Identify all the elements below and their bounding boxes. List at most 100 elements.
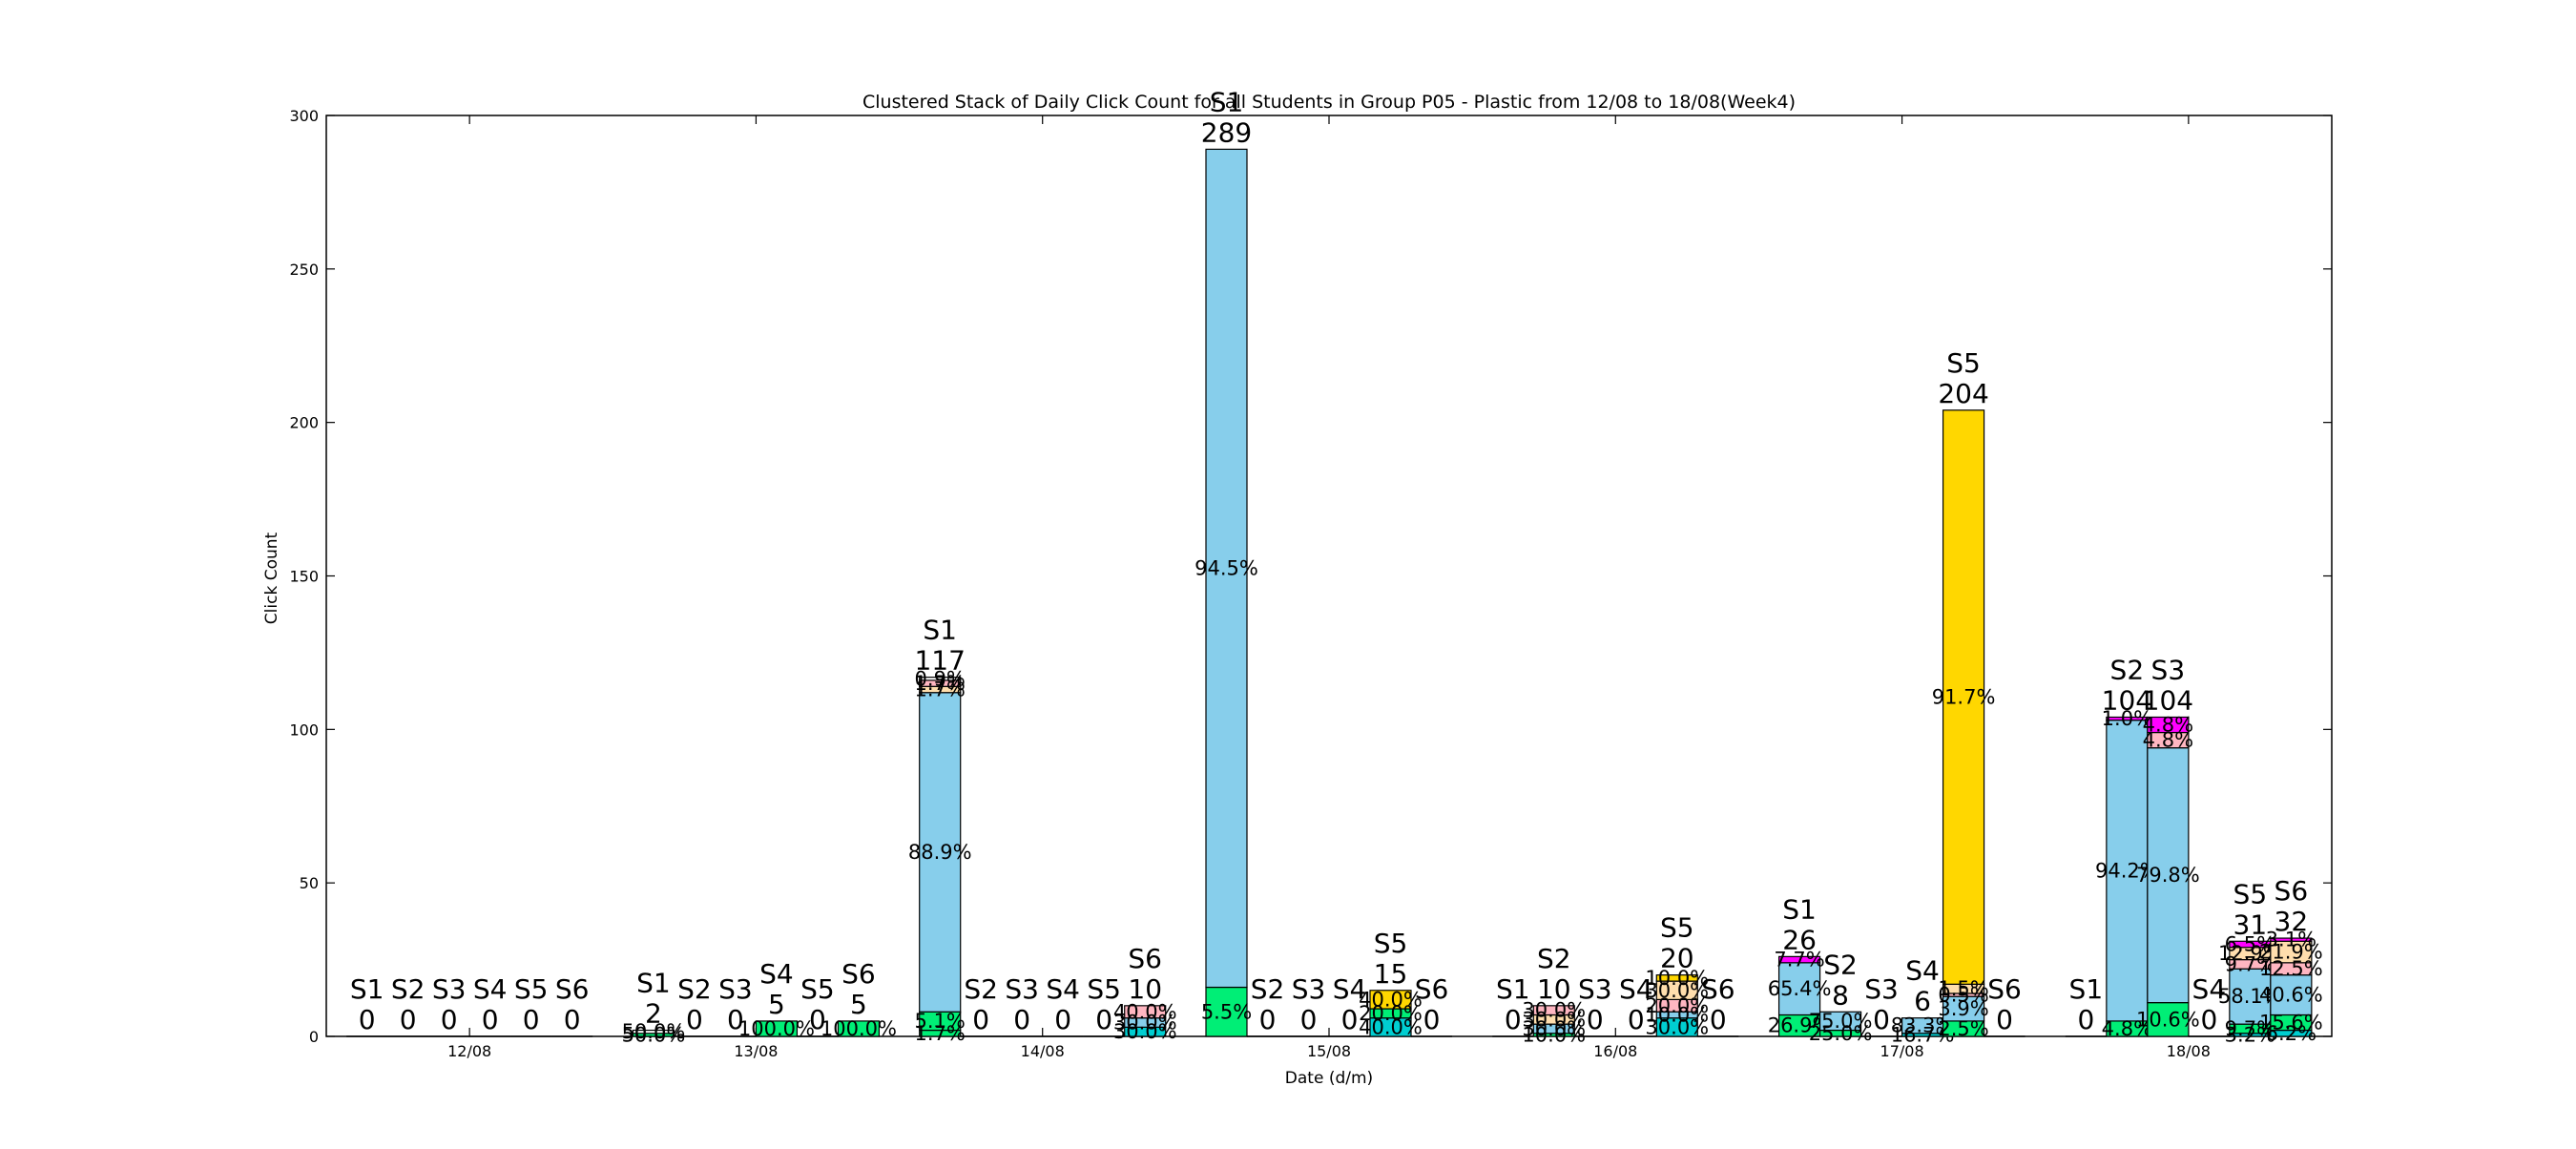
segment-percent-label: 100.0% bbox=[821, 1017, 897, 1040]
segment-percent-label: 5.5% bbox=[1201, 1000, 1252, 1023]
bar-student-label: S6 bbox=[555, 973, 590, 1005]
x-tick-label: 13/08 bbox=[734, 1042, 778, 1060]
y-tick-label: 50 bbox=[300, 874, 319, 892]
segment-percent-label: 0.5% bbox=[1938, 984, 1988, 1007]
bar-student-label: S6 bbox=[1415, 973, 1449, 1005]
bar-student-label: S1 bbox=[923, 615, 957, 646]
bar-student-label: S4 bbox=[1619, 973, 1653, 1005]
bar-total-label: 0 bbox=[1505, 1004, 1522, 1035]
bar-student-label: S6 bbox=[2275, 875, 2309, 907]
y-tick-label: 100 bbox=[289, 721, 319, 739]
bar-total-label: 2 bbox=[645, 998, 662, 1030]
bar-student-label: S3 bbox=[1292, 973, 1326, 1005]
bar-segment bbox=[1205, 986, 1248, 1037]
segment-percent-label: 30.0% bbox=[1645, 1015, 1709, 1038]
bar-total-label: 0 bbox=[1996, 1004, 2013, 1035]
segment-percent-label: 1.0% bbox=[2102, 707, 2152, 730]
bar-total-label: 10 bbox=[1537, 973, 1571, 1005]
bar-segment bbox=[1942, 995, 1985, 1022]
bar-segment bbox=[2147, 1002, 2190, 1037]
bar-segment bbox=[1369, 990, 1412, 1010]
bar-total-label: 0 bbox=[1013, 1004, 1030, 1035]
bar-segment bbox=[2229, 968, 2272, 1025]
bar-total-label: 20 bbox=[1660, 943, 1694, 974]
bar-total-label: 0 bbox=[1259, 1004, 1277, 1035]
bar-student-label: S5 bbox=[514, 973, 549, 1005]
bar-student-label: S4 bbox=[473, 973, 508, 1005]
segment-percent-label: 91.7% bbox=[1932, 686, 1996, 709]
bar-total-label: 15 bbox=[1374, 958, 1408, 990]
bar-total-label: 6 bbox=[1914, 986, 1931, 1017]
bar-total-label: 0 bbox=[441, 1004, 458, 1035]
bar-student-label: S2 bbox=[391, 973, 426, 1005]
bar-student-label: S5 bbox=[1087, 973, 1121, 1005]
segment-percent-label: 50.0% bbox=[622, 1023, 686, 1046]
bar-total-label: 31 bbox=[2233, 909, 2268, 940]
bar-student-label: S2 bbox=[1823, 949, 1858, 980]
bar-segment bbox=[1942, 409, 1985, 985]
segment-percent-label: 9.7% bbox=[2225, 1017, 2275, 1040]
bar-total-label: 5 bbox=[850, 989, 867, 1020]
bar-segment bbox=[1818, 1011, 1862, 1032]
bar-total-label: 0 bbox=[2077, 1004, 2094, 1035]
bar-total-label: 104 bbox=[2143, 684, 2193, 716]
bar-segment bbox=[2106, 720, 2149, 1022]
x-tick-label: 18/08 bbox=[2167, 1042, 2211, 1060]
segment-percent-label: 40.0% bbox=[1359, 1015, 1423, 1038]
bar-total-label: 0 bbox=[1054, 1004, 1071, 1035]
bar-student-label: S4 bbox=[1333, 973, 1367, 1005]
bar-student-label: S3 bbox=[718, 973, 753, 1005]
x-tick-label: 14/08 bbox=[1021, 1042, 1065, 1060]
segment-percent-label: 30.0% bbox=[1113, 1012, 1177, 1034]
bar-total-label: 0 bbox=[727, 1004, 744, 1035]
bar-total-label: 0 bbox=[1341, 1004, 1359, 1035]
segment-percent-label: 88.9% bbox=[908, 841, 972, 864]
bar-total-label: 0 bbox=[809, 1004, 826, 1035]
segment-percent-label: 5.1% bbox=[915, 1010, 966, 1033]
bar-total-label: 104 bbox=[2102, 684, 2152, 716]
bar-student-label: S1 bbox=[1210, 86, 1244, 117]
segment-percent-label: 94.5% bbox=[1195, 556, 1258, 579]
segment-percent-label: 30.0% bbox=[1522, 1008, 1586, 1031]
segment-percent-label: 10.6% bbox=[2136, 1008, 2200, 1031]
segment-percent-label: 7.7% bbox=[1774, 949, 1824, 971]
segment-percent-label: 30.0% bbox=[1645, 979, 1709, 1002]
y-tick-label: 250 bbox=[289, 261, 319, 279]
y-tick-label: 150 bbox=[289, 568, 319, 586]
bar-student-label: S4 bbox=[1905, 955, 1940, 987]
segment-percent-label: 50.0% bbox=[622, 1020, 686, 1043]
x-axis-label: Date (d/m) bbox=[1285, 1069, 1373, 1088]
bar-total-label: 204 bbox=[1938, 378, 1988, 409]
bar-student-label: S1 bbox=[350, 973, 384, 1005]
bar-student-label: S3 bbox=[2151, 654, 2186, 685]
bar-student-label: S4 bbox=[1046, 973, 1080, 1005]
segment-percent-label: 1.7% bbox=[915, 1022, 966, 1045]
bar-total-label: 8 bbox=[1832, 979, 1849, 1011]
segment-percent-label: 12.5% bbox=[2259, 957, 2323, 980]
bar-student-label: S3 bbox=[1578, 973, 1612, 1005]
segment-percent-label: 9.7% bbox=[2225, 952, 2275, 975]
bar-segment bbox=[755, 1020, 799, 1037]
plot-area: 05010015020025030012/080S10S20S30S40S50S… bbox=[289, 86, 2333, 1060]
bar-total-label: 32 bbox=[2275, 906, 2309, 937]
bar-student-label: S2 bbox=[1251, 973, 1285, 1005]
segment-percent-label: 40.0% bbox=[1359, 988, 1423, 1011]
bar-total-label: 0 bbox=[400, 1004, 417, 1035]
bar-student-label: S4 bbox=[2192, 973, 2227, 1005]
bar-segment bbox=[2270, 974, 2313, 1016]
bar-segment bbox=[1532, 1005, 1575, 1016]
segment-percent-label: 40.0% bbox=[1113, 1000, 1177, 1023]
segment-percent-label: 65.4% bbox=[1768, 977, 1832, 1000]
bar-student-label: S6 bbox=[841, 958, 876, 990]
bar-segment bbox=[1777, 955, 1821, 964]
segment-percent-label: 40.6% bbox=[2259, 984, 2323, 1007]
bar-total-label: 0 bbox=[686, 1004, 703, 1035]
bar-segment bbox=[919, 692, 962, 1013]
bar-student-label: S1 bbox=[2069, 973, 2104, 1005]
bar-student-label: S4 bbox=[759, 958, 794, 990]
bar-student-label: S5 bbox=[2233, 878, 2268, 909]
segment-percent-label: 25.0% bbox=[1809, 1022, 1873, 1045]
bar-total-label: 0 bbox=[359, 1004, 376, 1035]
segment-percent-label: 4.8% bbox=[2143, 714, 2193, 737]
